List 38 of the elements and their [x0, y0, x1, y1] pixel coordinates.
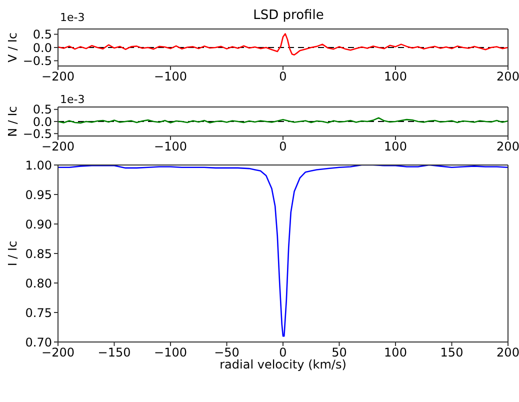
y-axis-title: V / Ic [5, 32, 20, 63]
x-tick-label: −100 [154, 70, 187, 84]
x-tick-label: −200 [42, 140, 74, 154]
x-tick-label: 50 [332, 346, 347, 360]
y-tick-label: 0.5 [32, 28, 52, 42]
y-tick-label: 0.95 [25, 188, 52, 202]
y-tick-label: −0.5 [22, 54, 52, 68]
x-axis-title: radial velocity (km/s) [220, 358, 346, 372]
y-tick-label: 0.0 [32, 114, 52, 129]
chart-title: LSD profile [253, 8, 324, 23]
x-tick-label: −100 [154, 346, 187, 360]
y-tick-label: 0.0 [32, 40, 52, 55]
y-tick-label: 0.85 [25, 246, 52, 261]
y-tick-label: −0.5 [22, 126, 52, 141]
x-tick-label: 150 [440, 346, 464, 360]
x-tick-label: 200 [496, 70, 519, 84]
x-tick-label: 100 [384, 70, 407, 84]
text: 1e-3 [60, 11, 85, 24]
x-tick-label: 200 [496, 140, 519, 154]
x-tick-label: 200 [496, 346, 519, 360]
x-tick-label: −200 [42, 70, 74, 84]
x-tick-label: −150 [98, 346, 131, 360]
text: 1e-3 [60, 93, 85, 106]
y-axis-title: I / Ic [5, 240, 20, 266]
line-series [58, 33, 508, 56]
x-tick-label: 0 [279, 140, 287, 154]
y-tick-label: 0.90 [25, 217, 52, 232]
x-tick-label: 100 [384, 140, 407, 154]
x-tick-label: −50 [214, 346, 240, 360]
x-tick-label: 0 [279, 346, 287, 360]
y-tick-label: 0.80 [25, 276, 52, 290]
x-tick-label: 0 [279, 70, 287, 84]
y-axis-title: N / Ic [5, 106, 20, 137]
x-tick-label: −100 [154, 140, 187, 154]
y-tick-label: 0.75 [25, 306, 52, 320]
y-tick-label: 0.5 [32, 102, 52, 117]
x-tick-label: 100 [384, 346, 407, 360]
y-tick-label: 1.00 [25, 158, 52, 172]
